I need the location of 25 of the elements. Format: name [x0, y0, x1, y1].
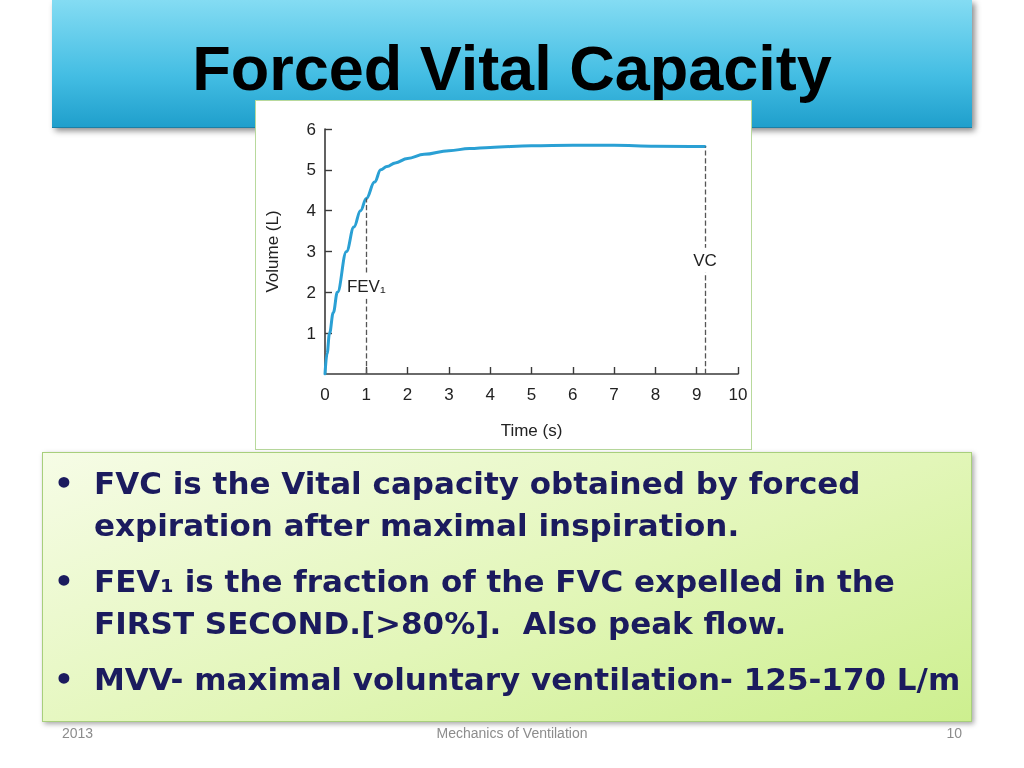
- ref-line-label: FEV₁: [346, 276, 386, 296]
- y-tick-label: 1: [306, 323, 316, 343]
- x-tick-label: 2: [402, 385, 413, 404]
- x-tick-label: 5: [526, 385, 537, 404]
- x-tick-label: 7: [609, 385, 619, 404]
- text: 10: [945, 724, 962, 742]
- y-tick-label: 5: [306, 160, 316, 180]
- note-panel: • FVC is the Vital capacity obtained by forced expiration after maximal inspiration. • FEV₁ is the fraction of the FVC expelled in the FIRST SECOND.[>80%]. Also peak flow. • MVV- maximal voluntary ventilation- 125-170 L/m: [42, 452, 972, 722]
- x-tick-label: 10: [728, 385, 748, 404]
- x-tick-label: 9: [691, 385, 702, 404]
- x-axis-title: Time (s): [500, 421, 563, 440]
- y-axis-title: Volume (L): [263, 210, 282, 293]
- x-tick-label: 1: [361, 385, 372, 404]
- x-tick-label: 6: [568, 385, 578, 404]
- ref-line-label: VC: [693, 250, 717, 270]
- text: Mechanics of Ventilation: [435, 724, 589, 742]
- x-tick-label: 3: [444, 385, 454, 404]
- x-tick-label: 8: [650, 385, 661, 404]
- text: 2013: [62, 724, 95, 742]
- y-tick-label: 3: [306, 242, 316, 261]
- x-tick-label: 0: [320, 385, 330, 404]
- chart-title: Forced Vital Capacity: [191, 32, 833, 105]
- y-tick-label: 2: [306, 282, 316, 302]
- y-tick-label: 4: [306, 201, 316, 221]
- x-tick-label: 4: [485, 385, 495, 404]
